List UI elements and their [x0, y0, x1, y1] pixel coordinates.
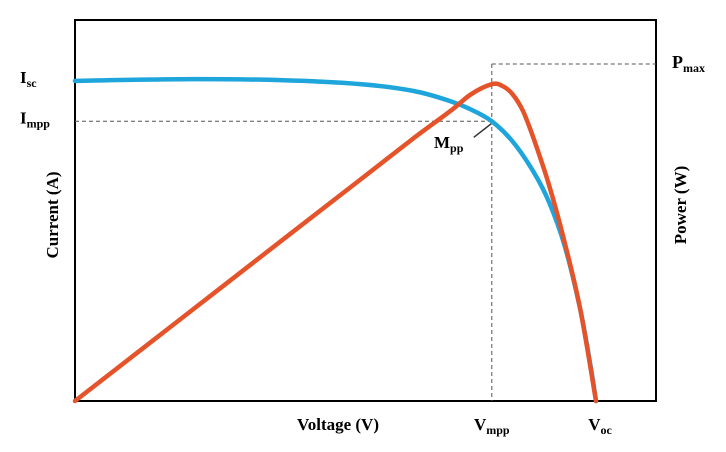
x-axis-label: Voltage (V): [297, 415, 379, 434]
plot-frame: [74, 19, 657, 402]
guide-lines: [75, 63, 656, 401]
pmax-label: Pmax: [672, 52, 705, 75]
mpp-leader: [473, 122, 493, 138]
voc-label: Voc: [588, 415, 612, 437]
impp-label: Impp: [20, 108, 50, 130]
current-curve: [72, 76, 599, 404]
isc-label: Isc: [20, 68, 37, 90]
series-layer: [72, 76, 599, 404]
y-axis-label-right: Power (W): [671, 166, 690, 245]
power-curve: [72, 81, 599, 404]
mpp-label: Mpp: [434, 133, 464, 155]
vmpp-label: Vmpp: [474, 415, 510, 437]
marker-labels: Isc Impp Pmax Vmpp Voc Mpp: [20, 52, 705, 437]
y-axis-label-left: Current (A): [43, 171, 62, 258]
